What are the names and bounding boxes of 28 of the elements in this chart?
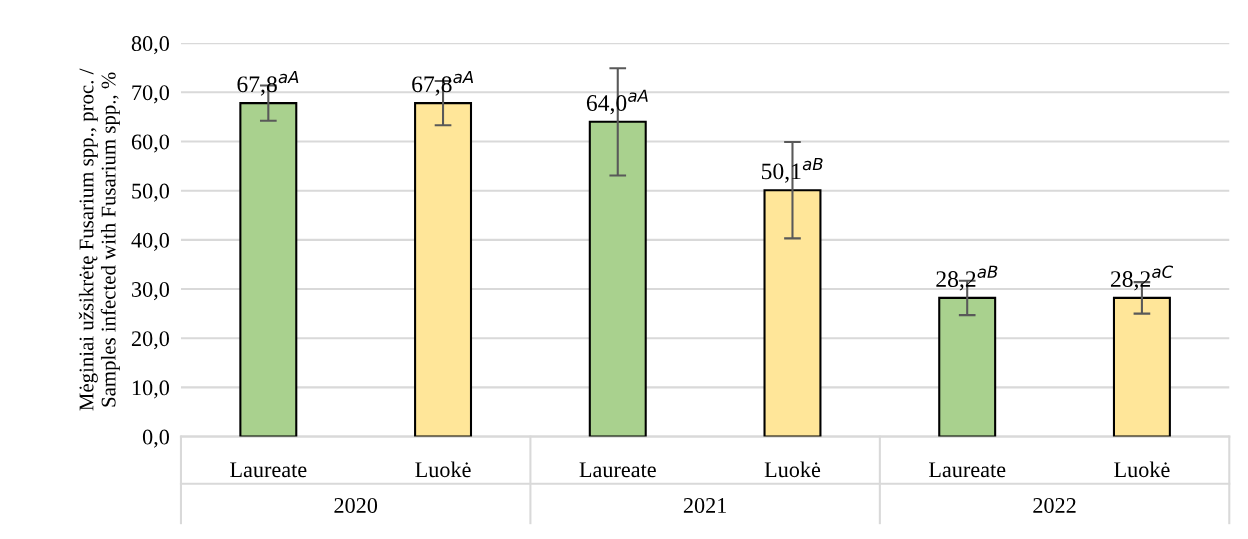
x-tick-label: Luokė — [764, 461, 821, 478]
y-tick-label: 60,0 — [131, 134, 169, 153]
y-tick-label: 20,0 — [131, 331, 169, 350]
y-tick-label: 0,0 — [142, 429, 169, 448]
data-label: 28,2$^{aB}$ — [936, 265, 998, 291]
data-label: 67,8$^{aA}$ — [237, 70, 299, 96]
y-tick-label: 30,0 — [132, 281, 169, 301]
text: 2022 — [1033, 497, 1076, 513]
y-tick-label: 40,0 — [131, 232, 169, 251]
bar — [588, 120, 647, 437]
text: 2021 — [683, 497, 727, 513]
y-tick-label: 80,0 — [131, 36, 169, 55]
bar — [239, 102, 298, 437]
bar — [414, 102, 473, 437]
data-label: 28,2$^{aC}$ — [1110, 265, 1174, 291]
x-tick-label: Laureate — [230, 462, 307, 478]
bar — [763, 189, 822, 437]
y-tick-label: 10,0 — [132, 380, 169, 399]
text: 2020 — [334, 497, 378, 513]
x-tick-label: Luokė — [1114, 461, 1170, 478]
y-tick-label: 50,0 — [132, 183, 169, 202]
x-tick-label: Laureate — [579, 462, 656, 478]
y-tick-label: 70,0 — [132, 85, 169, 104]
x-tick-label: Laureate — [928, 462, 1006, 478]
y-axis-title: Mėginiai užsikrėtę Fusarium spp., proc. / Samples infected with Fusarium spp., % — [78, 68, 120, 411]
bar — [1112, 296, 1171, 437]
bar — [938, 296, 997, 437]
x-tick-label: Luokė — [415, 461, 471, 478]
